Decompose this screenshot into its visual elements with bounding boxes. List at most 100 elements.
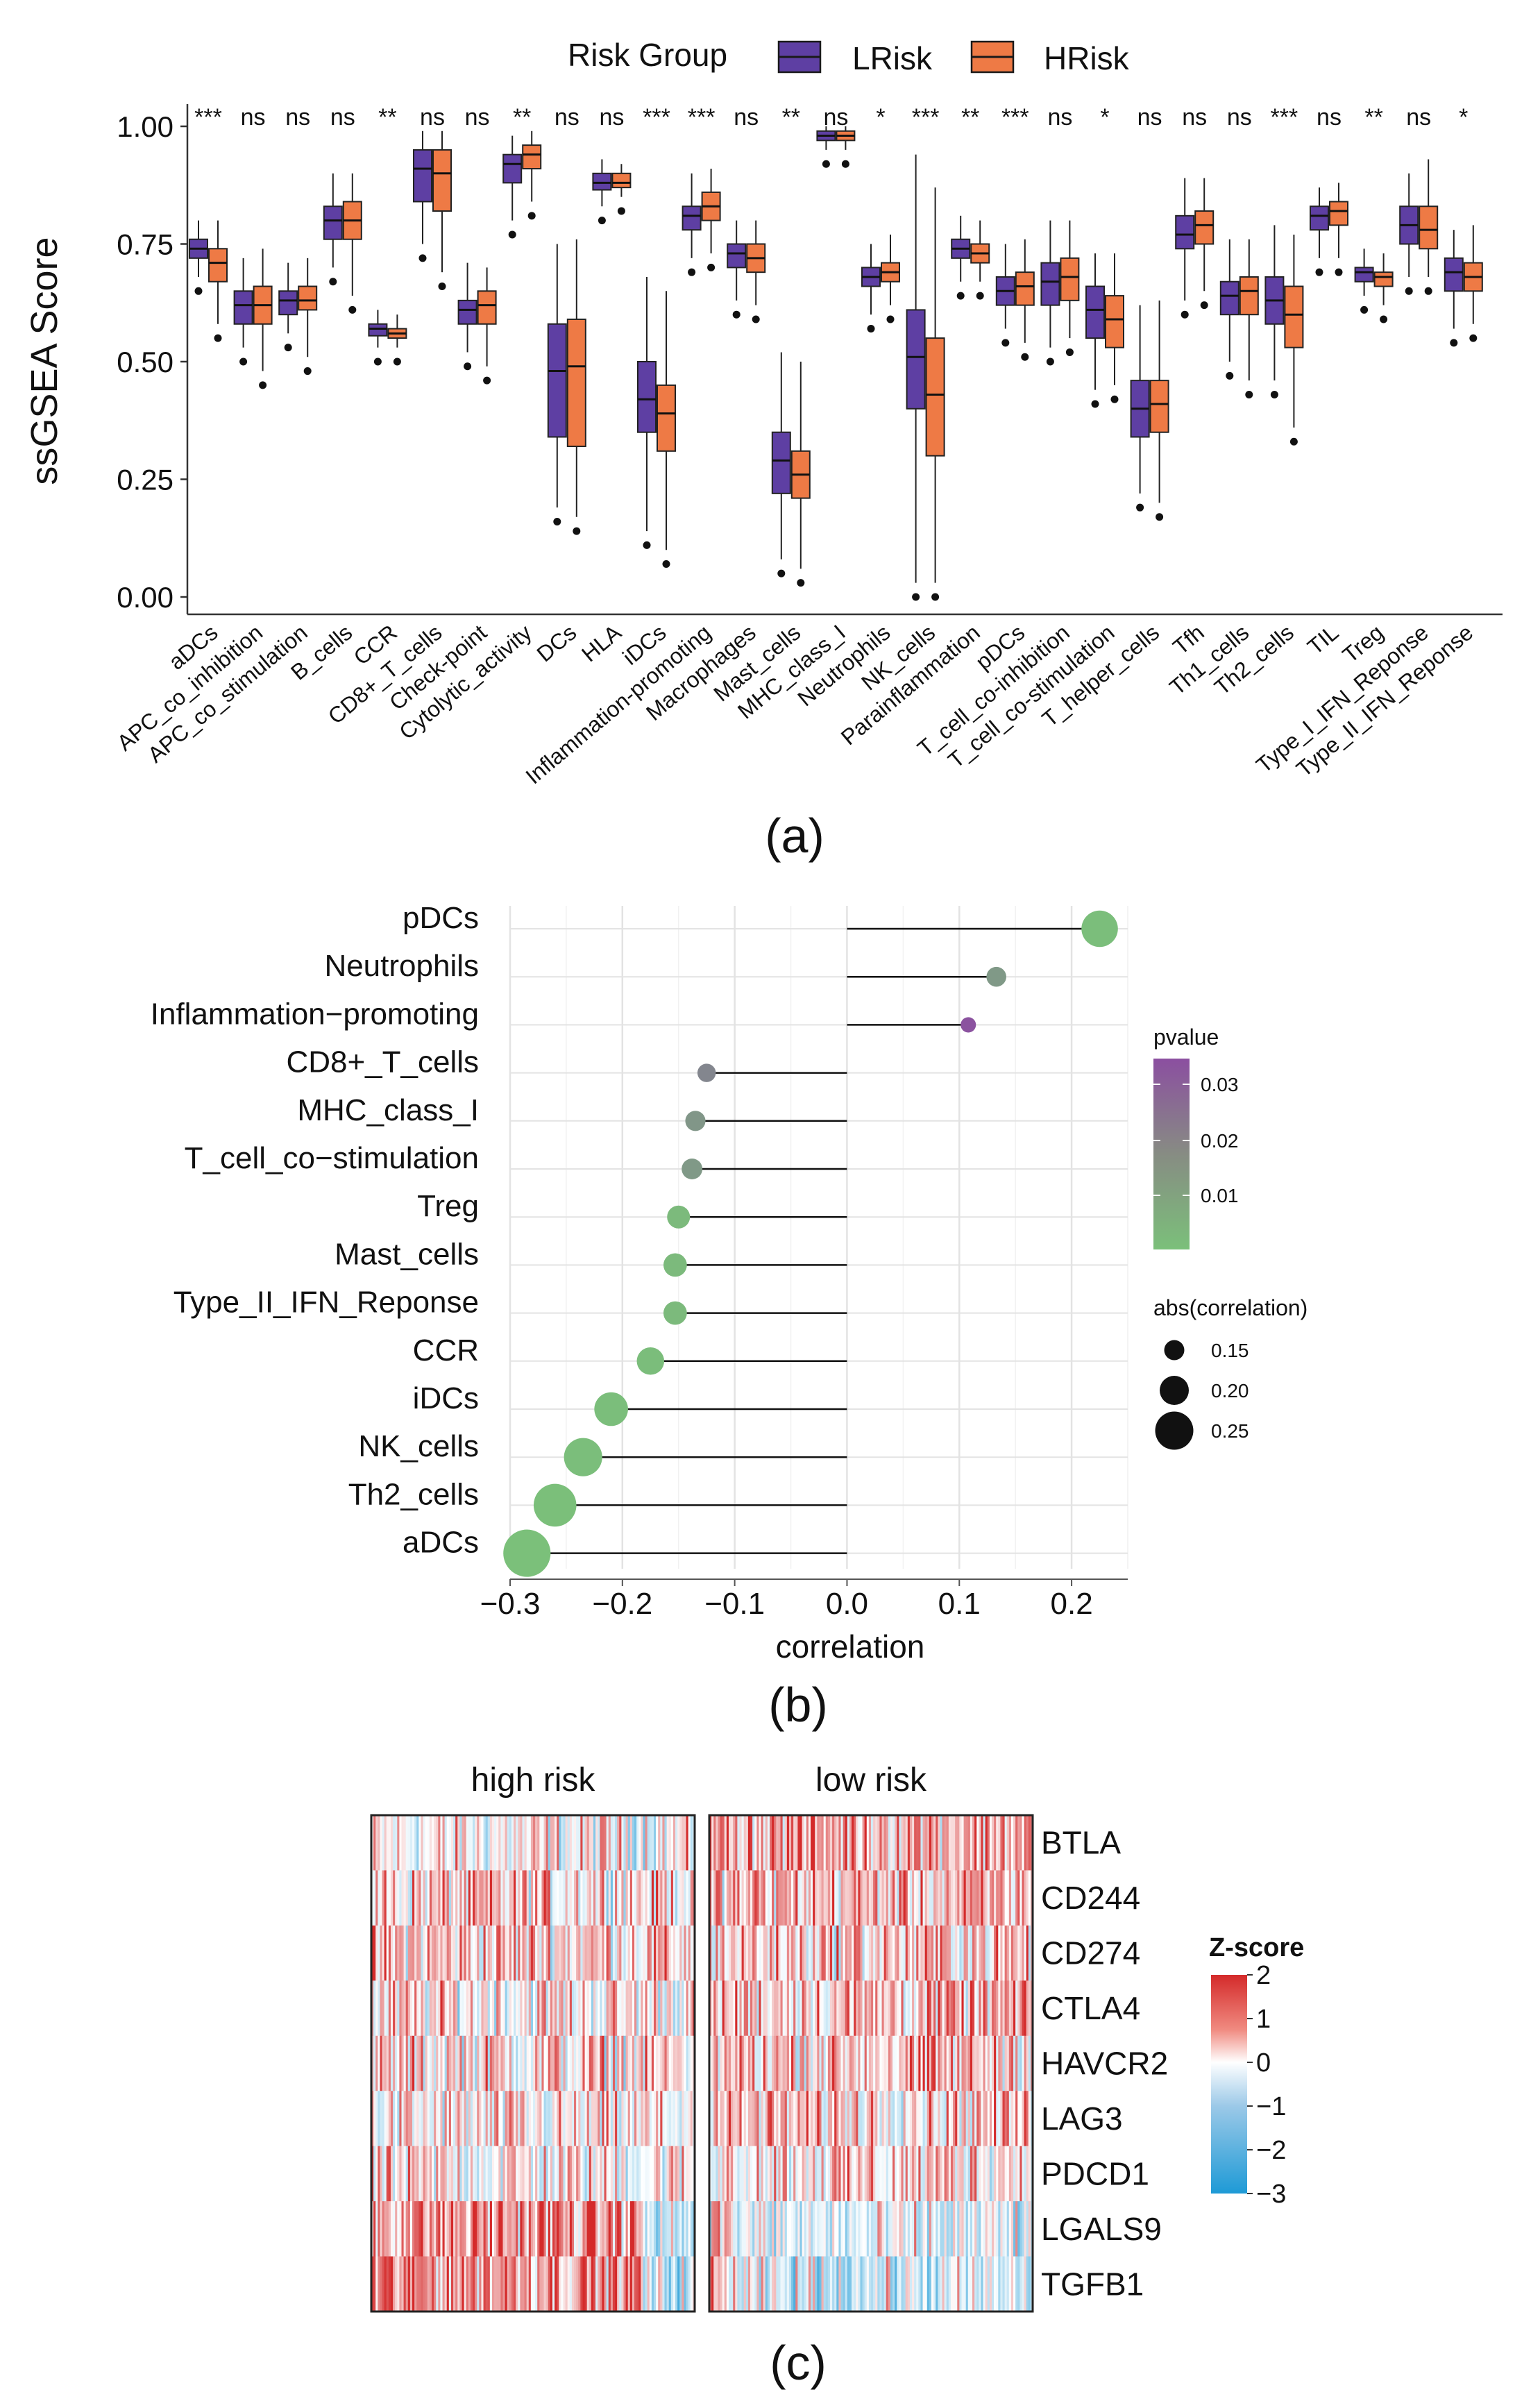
box-lrisk-mast-cells: [771, 352, 791, 578]
heatmap-cell: [565, 2035, 568, 2091]
heatmap-cell: [401, 2035, 405, 2091]
heatmap-cell: [589, 1925, 592, 1981]
heatmap-cell: [373, 1925, 376, 1981]
heatmap-cell: [843, 1870, 846, 1926]
heatmap-cell: [589, 1980, 592, 2037]
heatmap-cell: [955, 2201, 958, 2257]
heatmap-cell: [610, 1870, 614, 1926]
heatmap-cell: [774, 2146, 777, 2202]
heatmap-cell: [496, 1925, 499, 1981]
x-tick-label: −0.2: [592, 1587, 652, 1621]
heatmap-cell: [711, 1925, 714, 1981]
heatmap-cell: [431, 1870, 434, 1926]
heatmap-cell: [903, 2146, 906, 2202]
heatmap-cell: [653, 2256, 657, 2312]
heatmap-cell: [940, 1980, 943, 2037]
heatmap-cell: [679, 2035, 682, 2091]
heatmap-cell: [382, 2091, 385, 2147]
heatmap-cell: [916, 1925, 919, 1981]
heatmap-cell: [522, 2201, 525, 2257]
heatmap-cell: [860, 1815, 863, 1871]
heatmap-cell: [397, 1980, 400, 2037]
heatmap-cell: [912, 1980, 915, 2037]
heatmap-cell: [784, 1925, 788, 1981]
heatmap-cell: [929, 2201, 932, 2257]
heatmap-cell: [567, 2035, 570, 2091]
heatmap-cell: [440, 1870, 443, 1926]
heatmap-cell: [994, 1980, 997, 2037]
heatmap-cell: [862, 1925, 865, 1981]
heatmap-cell: [416, 1870, 419, 1926]
heatmap-cell: [545, 2035, 549, 2091]
heatmap-cell: [795, 2035, 798, 2091]
heatmap-cell: [778, 1815, 781, 1871]
heatmap-cell: [516, 1870, 518, 1926]
heatmap-cell: [976, 1870, 979, 1926]
significance-b-cells: ns: [330, 104, 355, 130]
heatmap-cell: [608, 1980, 611, 2037]
heatmap-cell: [871, 2146, 874, 2202]
heatmap-cell: [1002, 2146, 1006, 2202]
heatmap-cell: [645, 1815, 648, 1871]
heatmap-cell: [509, 2091, 512, 2147]
heatmap-cell: [761, 2146, 764, 2202]
heatmap-cell: [505, 1815, 508, 1871]
y-label-mast-cells: Mast_cells: [335, 1237, 479, 1271]
heatmap-cell: [1002, 2091, 1006, 2147]
heatmap-cell: [774, 2035, 777, 2091]
heatmap-cell: [786, 2146, 790, 2202]
heatmap-cell: [731, 1980, 734, 2037]
heatmap-cell: [371, 2201, 374, 2257]
point-nk-cells: [564, 1438, 602, 1476]
heatmap-cell: [653, 1870, 657, 1926]
heatmap-cell: [778, 1870, 781, 1926]
heatmap-cell: [838, 2256, 842, 2312]
heatmap-cell: [505, 2146, 508, 2202]
heatmap-cell: [537, 2146, 540, 2202]
heatmap-cell: [985, 2146, 988, 2202]
heatmap-cell: [938, 2201, 941, 2257]
box-iqr: [566, 318, 586, 448]
y-label-nk-cells: NK_cells: [358, 1429, 479, 1463]
heatmap-cell: [386, 1815, 389, 1871]
heatmap-cell: [868, 1815, 872, 1871]
heatmap-cell: [555, 1870, 557, 1926]
heatmap-cell: [741, 2035, 745, 2091]
heatmap-cell: [604, 2201, 607, 2257]
heatmap-cell: [788, 2146, 792, 2202]
heatmap-cell: [886, 1980, 889, 2037]
box-iqr: [1194, 210, 1215, 245]
heatmap-cell: [981, 2201, 984, 2257]
heatmap-cell: [483, 2035, 486, 2091]
heatmap-cell: [905, 2201, 908, 2257]
significance-t-helper-cells: ns: [1137, 104, 1162, 130]
box-hrisk-th1-cells: [1239, 239, 1259, 398]
heatmap-cell: [825, 1925, 829, 1981]
heatmap-cell: [518, 2201, 521, 2257]
heatmap-cell: [799, 1815, 803, 1871]
heatmap-cell: [791, 2091, 794, 2147]
heatmap-cell: [623, 2035, 627, 2091]
heatmap-cell: [788, 2201, 792, 2257]
heatmap-cell: [942, 1870, 945, 1926]
heatmap-cell: [972, 2091, 975, 2147]
heatmap-cell: [985, 1980, 988, 2037]
heatmap-cell: [778, 1925, 781, 1981]
heatmap-cell: [929, 1870, 932, 1926]
heatmap-cell: [593, 1980, 596, 2037]
heatmap-cell: [634, 2201, 637, 2257]
heatmap-cell: [446, 1980, 450, 2037]
heatmap-cell: [716, 2091, 719, 2147]
heatmap-cell: [883, 1870, 887, 1926]
heatmap-cell: [907, 2091, 911, 2147]
heatmap-cell: [545, 2256, 549, 2312]
heatmap-cell: [761, 1980, 764, 2037]
heatmap-cell: [668, 2256, 672, 2312]
heatmap-cell: [843, 2256, 846, 2312]
heatmap-cell: [1024, 1815, 1027, 1871]
heatmap-cell: [438, 1925, 441, 1981]
heatmap-cell: [989, 2201, 992, 2257]
box-lrisk-adcs: [189, 220, 208, 295]
heatmap-cell: [965, 1980, 969, 2037]
heatmap-cell: [821, 1925, 824, 1981]
